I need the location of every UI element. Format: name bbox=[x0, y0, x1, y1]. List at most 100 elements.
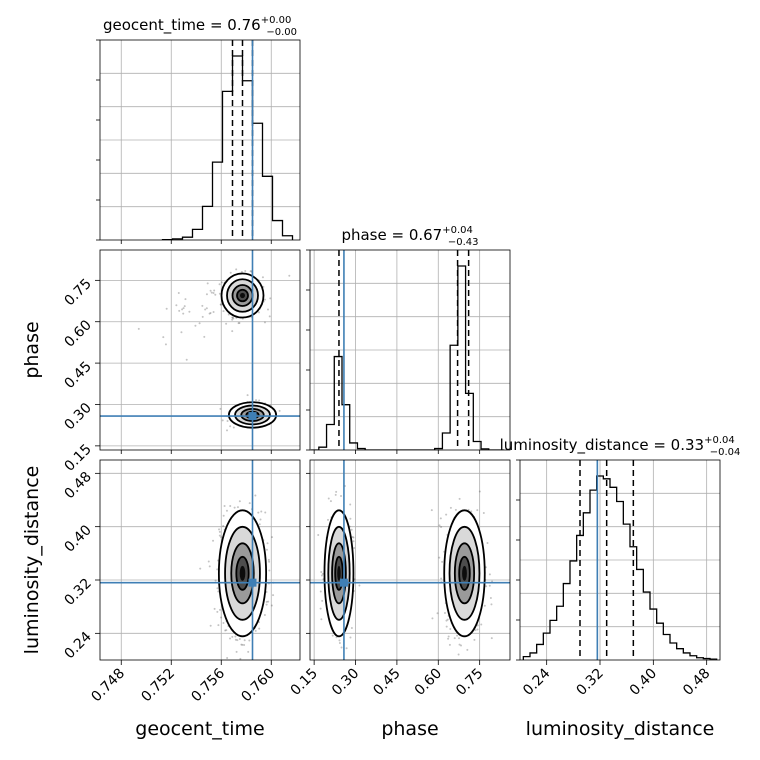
panel-title: phase = 0.67+0.04 −0.43 bbox=[341, 225, 478, 248]
panel-title: luminosity_distance = 0.33+0.04 −0.04 bbox=[500, 435, 741, 458]
scatter-point bbox=[182, 312, 185, 315]
truth-marker bbox=[248, 412, 257, 421]
scatter-point bbox=[353, 547, 356, 550]
scatter-point bbox=[205, 307, 208, 310]
scatter-point bbox=[326, 518, 329, 521]
scatter-point bbox=[263, 613, 266, 616]
scatter-point bbox=[229, 271, 232, 274]
scatter-point bbox=[483, 604, 486, 607]
scatter-point bbox=[269, 297, 272, 300]
scatter-point bbox=[320, 571, 323, 574]
scatter-point bbox=[319, 590, 322, 593]
scatter-point bbox=[231, 316, 234, 319]
scatter-point bbox=[485, 585, 488, 588]
x-axis-label: phase bbox=[381, 718, 438, 740]
scatter-point bbox=[446, 618, 449, 621]
scatter-point bbox=[488, 573, 491, 576]
scatter-point bbox=[351, 536, 354, 539]
scatter-point bbox=[220, 536, 223, 539]
title-value: 0.67 bbox=[409, 226, 442, 244]
scatter-point bbox=[266, 542, 269, 545]
x-axis-phase: 0.15 0.30 0.45 0.60 0.75 phase bbox=[288, 660, 486, 740]
grid bbox=[520, 460, 720, 660]
scatter-point bbox=[247, 650, 250, 653]
scatter-point bbox=[258, 523, 261, 526]
scatter-point bbox=[217, 624, 220, 627]
scatter-point bbox=[447, 635, 450, 638]
scatter-point bbox=[209, 624, 212, 627]
scatter-point bbox=[254, 494, 257, 497]
scatter-point bbox=[490, 603, 493, 606]
scatter-point bbox=[473, 638, 476, 641]
scatter-point bbox=[445, 619, 448, 622]
scatter-point bbox=[233, 506, 236, 509]
scatter-point bbox=[182, 307, 185, 310]
scatter-point bbox=[474, 629, 477, 632]
truth-marker bbox=[248, 578, 257, 587]
scatter-point bbox=[220, 616, 223, 619]
panel-title: geocent_time = 0.76+0.00 −0.00 bbox=[103, 15, 297, 38]
scatter-point bbox=[449, 627, 452, 630]
scatter-point bbox=[206, 282, 209, 285]
scatter-point bbox=[267, 558, 270, 561]
histogram-step bbox=[161, 55, 294, 240]
title-minus: −0.43 bbox=[448, 237, 479, 248]
scatter-point bbox=[264, 511, 267, 514]
scatter-point bbox=[466, 648, 469, 651]
scatter-point bbox=[261, 276, 264, 279]
scatter-point bbox=[271, 536, 274, 539]
scatter-point bbox=[222, 621, 225, 624]
scatter-point bbox=[227, 313, 230, 316]
scatter-point bbox=[194, 324, 197, 327]
scatter-point bbox=[207, 560, 210, 563]
scatter-point bbox=[445, 625, 448, 628]
scatter-point bbox=[243, 644, 246, 647]
scatter-point bbox=[345, 647, 348, 650]
scatter-point bbox=[268, 569, 271, 572]
scatter-point bbox=[225, 322, 228, 325]
x-axis-geocent_time: 0.748 0.752 0.756 0.760 geocent_time bbox=[88, 660, 278, 740]
scatter-point bbox=[478, 490, 481, 493]
scatter-point bbox=[241, 643, 244, 646]
scatter-point bbox=[248, 502, 251, 505]
grid bbox=[100, 40, 300, 240]
scatter-point bbox=[327, 497, 330, 500]
scatter-point bbox=[212, 539, 215, 542]
scatter-point bbox=[317, 534, 320, 537]
scatter-point bbox=[201, 304, 204, 307]
scatter-point bbox=[178, 309, 181, 312]
scatter-point bbox=[180, 331, 183, 334]
scatter-point bbox=[208, 565, 211, 568]
scatter-point bbox=[453, 637, 456, 640]
scatter-point bbox=[222, 524, 225, 527]
scatter-point bbox=[349, 503, 352, 506]
scatter-point bbox=[216, 587, 219, 590]
scatter-point bbox=[218, 534, 221, 537]
panel-frame bbox=[309, 459, 511, 661]
truth-marker bbox=[339, 578, 348, 587]
title-plus: +0.04 bbox=[704, 435, 735, 446]
scatter-point bbox=[226, 419, 229, 422]
scatter-point bbox=[218, 530, 221, 533]
x-tick-label: 0.45 bbox=[370, 666, 403, 699]
scatter-point bbox=[340, 494, 343, 497]
scatter-point bbox=[231, 635, 234, 638]
scatter-point bbox=[212, 292, 215, 295]
scatter-point bbox=[440, 577, 443, 580]
scatter-point bbox=[201, 315, 204, 318]
title-plus: +0.04 bbox=[442, 225, 473, 236]
scatter-point bbox=[320, 574, 323, 577]
scatter-point bbox=[438, 524, 441, 527]
scatter-point bbox=[223, 505, 226, 508]
scatter-point bbox=[490, 637, 493, 640]
scatter-point bbox=[228, 637, 231, 640]
scatter-point bbox=[447, 637, 450, 640]
y-axis-label: luminosity_distance bbox=[21, 466, 43, 655]
scatter-point bbox=[458, 643, 461, 646]
scatter-point bbox=[225, 429, 228, 432]
scatter-point bbox=[340, 646, 343, 649]
scatter-point bbox=[288, 274, 291, 277]
scatter-point bbox=[457, 653, 460, 656]
panel-frame bbox=[309, 249, 511, 451]
y-tick-label: 0.32 bbox=[61, 576, 94, 609]
